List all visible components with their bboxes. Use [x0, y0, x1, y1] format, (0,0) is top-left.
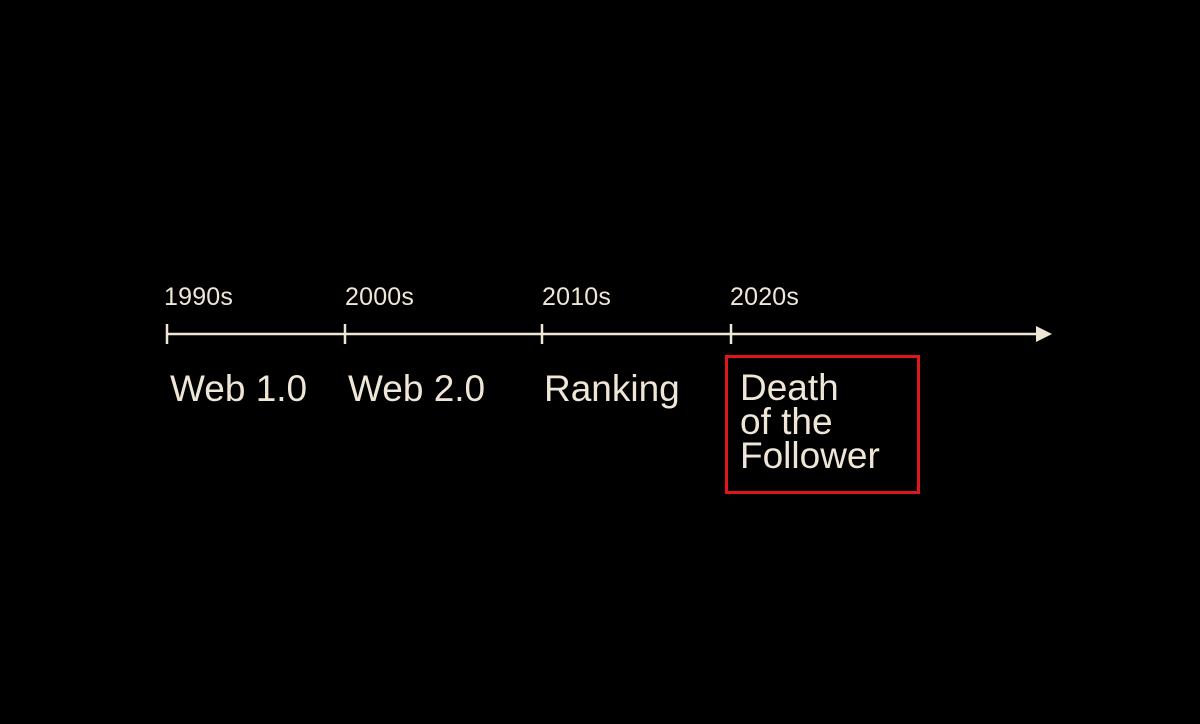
- decade-label-2000s: 2000s: [345, 283, 415, 311]
- highlight-box: [725, 355, 920, 494]
- era-label-line-3: Follower: [740, 435, 880, 476]
- era-label-line-1: Death: [740, 367, 839, 408]
- timeline-arrowhead: [1036, 326, 1052, 342]
- decade-label-2020s: 2020s: [730, 283, 800, 311]
- era-label-ranking: Ranking: [544, 368, 680, 409]
- decade-label-1990s: 1990s: [164, 283, 234, 311]
- era-label-death-of-the-follower: Death of the Follower: [740, 367, 880, 476]
- era-label-web-2: Web 2.0: [348, 368, 486, 409]
- era-label-line-2: of the: [740, 401, 833, 442]
- era-label-web-1: Web 1.0: [170, 368, 308, 409]
- decade-label-2010s: 2010s: [542, 283, 612, 311]
